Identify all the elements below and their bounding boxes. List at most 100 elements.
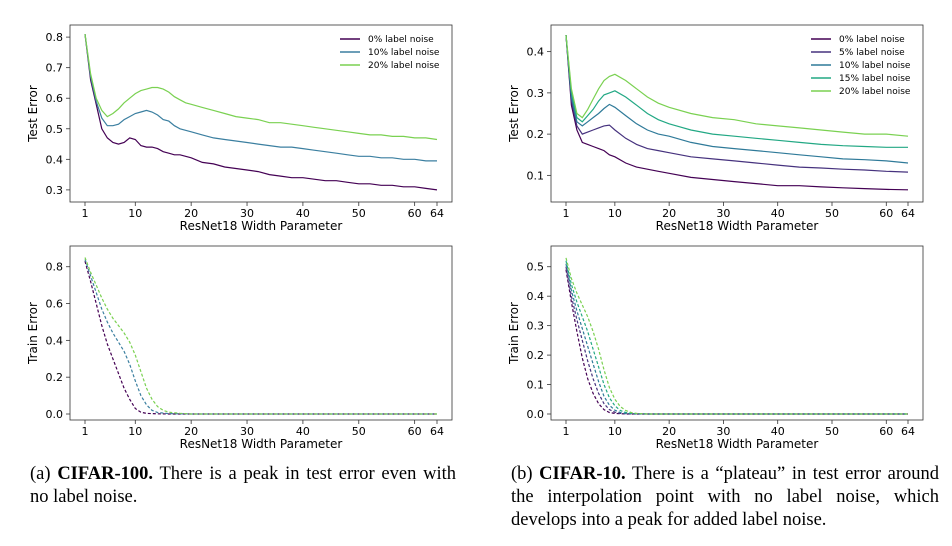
x-tick-label: 40 <box>296 207 310 220</box>
series-line-2 <box>565 263 908 415</box>
series-line-3 <box>565 35 908 148</box>
series-line-0 <box>565 269 908 415</box>
x-tick-label: 10 <box>128 207 142 220</box>
x-axis-label: ResNet18 Width Parameter <box>180 437 343 451</box>
legend-label: 20% label noise <box>368 61 440 71</box>
legend-label: 5% label noise <box>839 48 905 58</box>
y-axis-label: Train Error <box>507 302 521 365</box>
y-tick-label: 0.6 <box>46 92 64 105</box>
series-line-2 <box>565 35 909 164</box>
x-tick-label: 20 <box>184 425 198 438</box>
y-tick-label: 0.3 <box>46 184 64 197</box>
chart-a-test-error: 1 10 20 30 40 50 60 64 0.3 0.4 0.5 0.6 0.7 0.8 ResNet1… <box>26 24 453 233</box>
x-tick-label: 40 <box>771 425 785 438</box>
x-tick-label: 50 <box>825 425 839 438</box>
caption-a-text: There is a peak in test error even with … <box>30 464 457 507</box>
x-tick-label: 10 <box>608 425 622 438</box>
y-tick-label: 0.2 <box>527 128 545 141</box>
series-line-1 <box>84 34 437 162</box>
y-tick-label: 0.6 <box>46 298 64 311</box>
series-line-4 <box>565 257 908 415</box>
series-line-1 <box>84 259 437 415</box>
x-tick-label: 50 <box>352 207 366 220</box>
y-tick-label: 0.4 <box>527 46 545 59</box>
legend-label: 15% label noise <box>839 74 911 84</box>
x-tick-label: 1 <box>563 207 570 220</box>
x-axis-label: ResNet18 Width Parameter <box>656 437 819 451</box>
y-tick-label: 0.1 <box>527 169 545 182</box>
y-tick-label: 0.5 <box>527 261 545 274</box>
plot-frame <box>550 245 924 421</box>
chart-b-train-error: 1 10 20 30 40 50 60 64 0.0 0.1 0.2 0.3 0.4 0.5 ResNet1… <box>507 245 924 451</box>
x-axis-label: ResNet18 Width Parameter <box>180 219 343 233</box>
series-line-0 <box>84 261 437 415</box>
caption-a: (a) CIFAR-100. There is a peak in test e… <box>30 463 456 509</box>
series-line-0 <box>84 34 438 191</box>
series-line-1 <box>565 35 909 173</box>
x-tick-label: 60 <box>879 207 893 220</box>
y-tick-label: 0.4 <box>46 334 64 347</box>
series-line-2 <box>84 34 438 141</box>
legend-label: 0% label noise <box>368 35 434 45</box>
series-line-1 <box>565 266 908 415</box>
x-tick-label: 60 <box>408 425 422 438</box>
x-tick-label: 50 <box>825 207 839 220</box>
y-axis-label: Train Error <box>26 302 40 365</box>
y-tick-label: 0.0 <box>527 408 545 421</box>
x-tick-label: 30 <box>716 207 730 220</box>
caption-a-label: (a) <box>30 464 51 484</box>
caption-b-text: There is a “plateau” in test error aroun… <box>511 464 939 530</box>
x-tick-label: 64 <box>901 207 915 220</box>
x-tick-label: 30 <box>240 425 254 438</box>
caption-a-bold: CIFAR-100. <box>57 464 154 484</box>
y-axis-label: Test Error <box>507 85 521 143</box>
x-tick-label: 60 <box>408 207 422 220</box>
caption-b: (b) CIFAR-10. There is a “plateau” in te… <box>511 463 939 532</box>
series-line-2 <box>84 257 437 415</box>
x-tick-label: 10 <box>608 207 622 220</box>
y-tick-label: 0.1 <box>527 379 545 392</box>
legend-label: 10% label noise <box>368 48 440 58</box>
caption-b-label: (b) <box>511 464 533 484</box>
y-tick-label: 0.4 <box>46 153 64 166</box>
x-tick-label: 1 <box>82 425 89 438</box>
plot-frame <box>69 24 453 203</box>
series-line-4 <box>565 35 909 137</box>
legend-label: 20% label noise <box>839 87 911 97</box>
x-tick-label: 60 <box>879 425 893 438</box>
x-tick-label: 20 <box>662 425 676 438</box>
x-tick-label: 50 <box>352 425 366 438</box>
x-axis-label: ResNet18 Width Parameter <box>656 219 819 233</box>
legend-label: 0% label noise <box>839 35 905 45</box>
x-tick-label: 1 <box>82 207 89 220</box>
y-tick-label: 0.0 <box>46 408 64 421</box>
x-tick-label: 20 <box>184 207 198 220</box>
series-line-3 <box>565 260 908 415</box>
y-tick-label: 0.5 <box>46 123 64 136</box>
legend-label: 10% label noise <box>839 61 911 71</box>
y-tick-label: 0.3 <box>527 87 545 100</box>
y-tick-label: 0.8 <box>46 31 64 44</box>
x-tick-label: 40 <box>771 207 785 220</box>
plot-frame <box>550 24 924 203</box>
x-tick-label: 30 <box>240 207 254 220</box>
series-line-0 <box>565 35 909 191</box>
x-tick-label: 64 <box>901 425 915 438</box>
y-tick-label: 0.8 <box>46 261 64 274</box>
y-tick-label: 0.2 <box>46 371 64 384</box>
y-tick-label: 0.2 <box>527 349 545 362</box>
y-tick-label: 0.7 <box>46 62 64 75</box>
y-axis-label: Test Error <box>26 85 40 143</box>
x-tick-label: 1 <box>563 425 570 438</box>
chart-a-train-error: 1 10 20 30 40 50 60 64 0.0 0.2 0.4 0.6 0.8 ResNet18 W… <box>26 245 453 451</box>
x-tick-label: 10 <box>128 425 142 438</box>
x-tick-label: 64 <box>430 425 444 438</box>
y-tick-label: 0.3 <box>527 320 545 333</box>
caption-b-bold: CIFAR-10. <box>539 464 626 484</box>
plot-frame <box>69 245 453 421</box>
x-tick-label: 64 <box>430 207 444 220</box>
chart-b-test-error: 1 10 20 30 40 50 60 64 0.1 0.2 0.3 0.4 ResNet18 Widt… <box>507 24 924 233</box>
y-tick-label: 0.4 <box>527 290 545 303</box>
x-tick-label: 20 <box>662 207 676 220</box>
